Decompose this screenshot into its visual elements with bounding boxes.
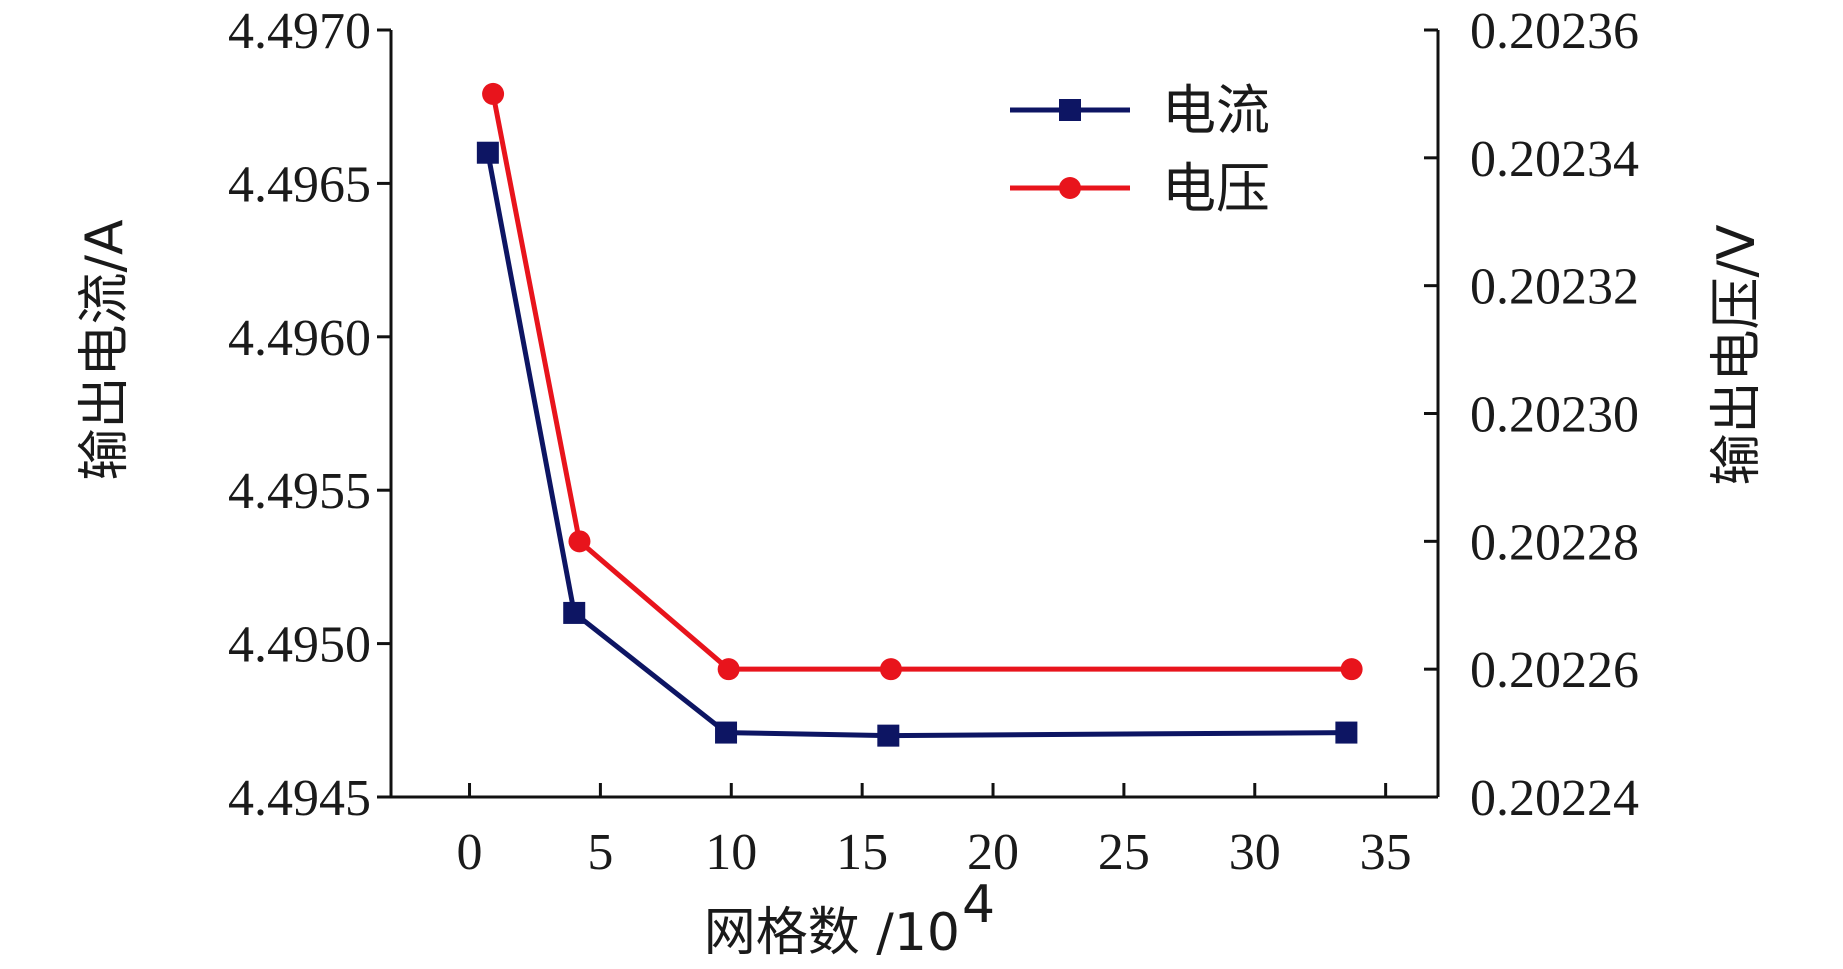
x-tick-label: 10 [705, 824, 757, 881]
series-line-1 [485, 152, 1347, 739]
x-tick-label: 30 [1229, 824, 1281, 881]
data-point-square [563, 601, 586, 624]
x-axis-title-exponent: 4 [962, 875, 995, 935]
y-tick-label-left: 4.4970 [228, 3, 371, 60]
y-axis-title-left: 输出电流/A [75, 219, 135, 481]
y-tick-label-right: 0.20234 [1470, 131, 1639, 188]
x-tick-label: 15 [836, 824, 888, 881]
legend-label: 电压 [1162, 157, 1270, 220]
y-tick-label-right: 0.20224 [1470, 770, 1639, 827]
legend-marker-circle [1059, 177, 1081, 199]
data-point-square [877, 724, 900, 747]
y-axis-title-right: 输出电压/V [1707, 224, 1767, 486]
data-point-circle [1340, 658, 1363, 681]
x-tick-label: 5 [587, 824, 613, 881]
y-tick-label-right: 0.20236 [1470, 3, 1639, 60]
data-point-circle [568, 530, 591, 553]
data-point-circle [879, 658, 902, 681]
y-tick-label-left: 4.4965 [228, 156, 371, 213]
y-tick-label-left: 4.4960 [228, 310, 371, 367]
y-tick-label-right: 0.20228 [1470, 514, 1639, 571]
data-point-circle [482, 82, 505, 105]
x-axis-title: 网格数 /10 [704, 903, 960, 963]
x-tick-label: 20 [967, 824, 1019, 881]
x-tick-label: 0 [457, 824, 483, 881]
y-tick-label-left: 4.4945 [228, 770, 371, 827]
data-point-square [715, 721, 738, 744]
y-tick-label-left: 4.4955 [228, 463, 371, 520]
x-tick-label: 35 [1360, 824, 1412, 881]
y-tick-label-right: 0.20226 [1470, 642, 1639, 699]
y-tick-label-right: 0.20230 [1470, 387, 1639, 444]
y-tick-label-left: 4.4950 [228, 617, 371, 674]
series-layer [476, 82, 1363, 747]
data-point-square [476, 141, 499, 164]
data-point-circle [717, 658, 740, 681]
legend-label: 电流 [1162, 79, 1270, 142]
data-point-square [1335, 721, 1358, 744]
y-tick-label-right: 0.20232 [1470, 259, 1639, 316]
axes: 4.4945 4.4950 4.4955 4.4960 4.4965 4.4970 0.20… [228, 3, 1639, 881]
x-tick-label: 25 [1098, 824, 1150, 881]
legend-marker-square [1059, 99, 1081, 121]
